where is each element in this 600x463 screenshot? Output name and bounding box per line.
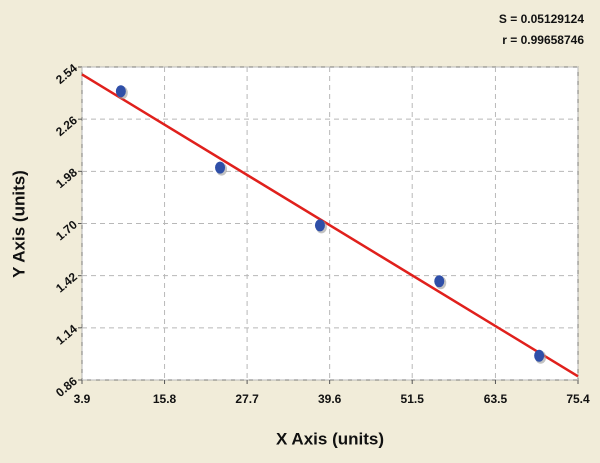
stat-s: S = 0.05129124 — [499, 12, 584, 26]
y-tick-label: 2.26 — [53, 113, 80, 139]
point — [115, 85, 126, 98]
x-tick-label: 75.4 — [566, 392, 590, 406]
y-tick-label: 1.70 — [53, 217, 80, 243]
y-tick-label: 1.98 — [53, 165, 80, 191]
y-tick-label: 2.54 — [53, 61, 80, 87]
x-axis-title: X Axis (units) — [276, 429, 384, 448]
fit-line — [81, 73, 579, 378]
x-tick-label: 27.7 — [235, 392, 259, 406]
x-tick-label: 15.8 — [153, 392, 177, 406]
x-tick-label: 3.9 — [74, 392, 91, 406]
stat-r: r = 0.99658746 — [502, 33, 584, 47]
x-tick-label: 39.6 — [318, 392, 342, 406]
y-axis-title: Y Axis (units) — [9, 170, 28, 278]
point — [434, 275, 445, 288]
y-tick-label: 1.42 — [53, 269, 80, 295]
point — [534, 349, 545, 362]
y-tick-label: 1.14 — [53, 322, 80, 348]
point — [215, 161, 226, 174]
point — [314, 219, 325, 232]
x-tick-label: 51.5 — [401, 392, 425, 406]
x-tick-label: 63.5 — [484, 392, 508, 406]
